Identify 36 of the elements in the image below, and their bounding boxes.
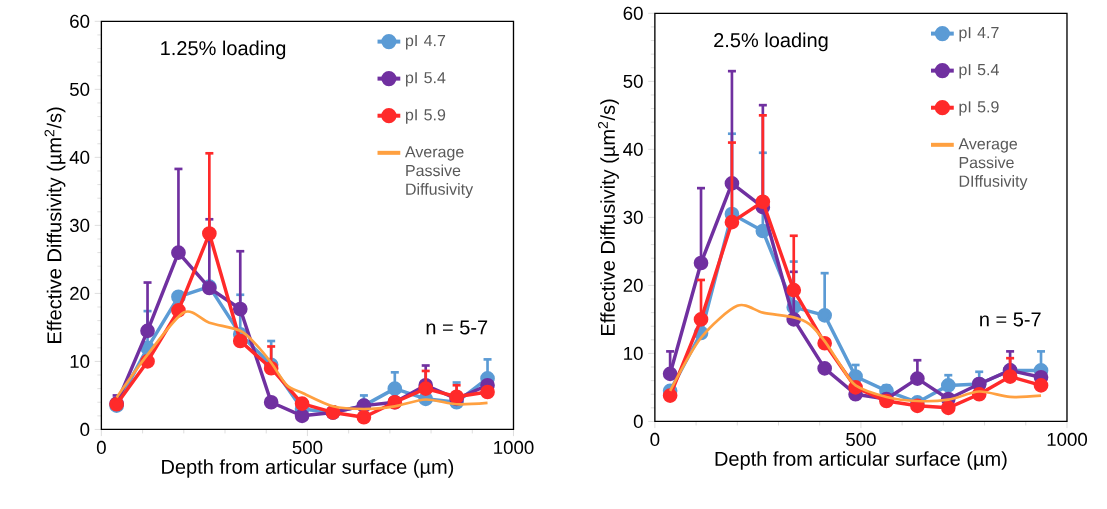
y-tick-label: 10 [70, 354, 90, 368]
y-axis-title: Effective Diffusivity (µm$^{2}$/s) [598, 99, 619, 335]
y-tick-label: 50 [623, 74, 643, 88]
x-tick-label: 0 [650, 432, 660, 446]
annotation: 1.25% loading [161, 40, 286, 59]
x-axis-title: Depth from articular surface (µm) [715, 450, 1007, 470]
annotation: n = 5-7 [426, 320, 488, 335]
y-tick-label: 20 [70, 286, 90, 300]
y-tick-label: 40 [69, 150, 90, 164]
legend-label: pI 5.9 [405, 108, 446, 124]
legend-label: Average Passive Diffusivity [404, 146, 474, 198]
y-tick-label: 30 [69, 218, 90, 232]
x-tick-label: 500 [846, 432, 876, 446]
x-tick-label: 1000 [494, 440, 534, 454]
x-axis-title: Depth from articular surface (µm) [162, 458, 454, 478]
annotation: n = 5-7 [980, 312, 1041, 327]
y-tick-label: 10 [624, 346, 643, 360]
y-tick-label: 60 [70, 14, 90, 28]
x-tick-label: 0 [96, 440, 106, 454]
legend-label: pI 5.9 [959, 100, 999, 116]
x-tick-label: 500 [292, 440, 323, 454]
y-axis-title: Effective Diffusivity (µm$^{2}$/s) [44, 107, 66, 343]
legend-label: pI 5.4 [959, 63, 999, 79]
legend-label: Average Passive DIffusivity [958, 138, 1028, 190]
y-tick-label: 20 [623, 278, 643, 292]
legend-label: pI 5.4 [405, 71, 446, 87]
y-tick-label: 50 [69, 82, 90, 96]
y-tick-label: 40 [623, 142, 643, 156]
y-tick-label: 60 [623, 6, 643, 20]
x-tick-label: 1000 [1047, 432, 1088, 446]
y-tick-label: 0 [80, 422, 90, 436]
legend-label: pI 4.7 [959, 26, 999, 42]
y-tick-label: 30 [623, 210, 643, 224]
legend-label: pI 4.7 [405, 34, 446, 50]
y-tick-label: 0 [633, 414, 643, 428]
annotation: 2.5% loading [714, 32, 828, 51]
